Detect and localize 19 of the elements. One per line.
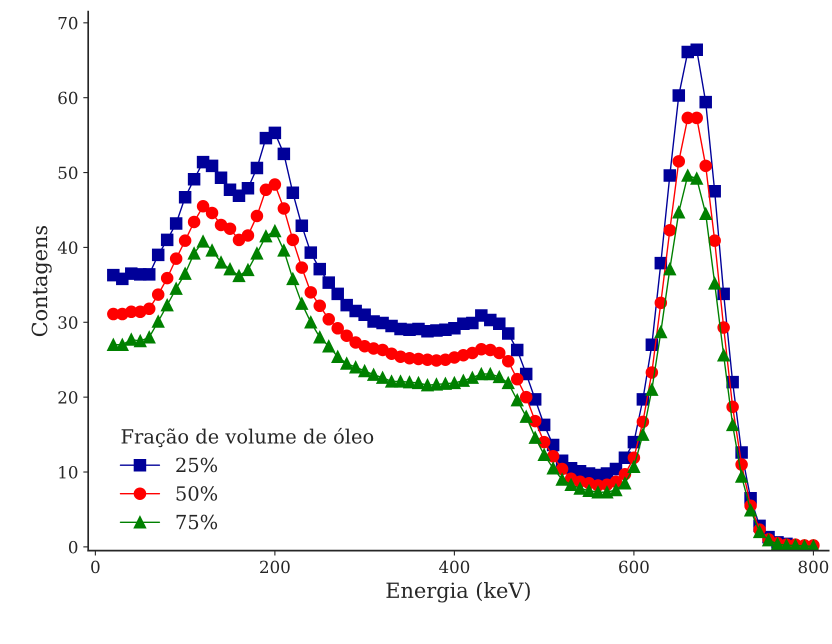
y-tick-label: 30	[58, 316, 78, 329]
legend-label: 50%	[176, 486, 218, 501]
x-tick-label: 600	[619, 560, 649, 574]
legend-title: Fração de volume de óleo	[122, 428, 374, 448]
x-tick-label: 0	[91, 560, 100, 574]
x-tick-label: 800	[798, 560, 828, 574]
y-tick-label: 50	[58, 166, 78, 180]
y-tick-label: 60	[58, 92, 78, 104]
y-tick-label: 10	[59, 466, 78, 479]
legend-label: 25%	[176, 458, 218, 472]
y-tick-label: 40	[58, 241, 78, 254]
y-tick-label: 0	[68, 540, 78, 554]
x-axis-title: Energia (keV)	[386, 582, 530, 602]
y-tick-label: 20	[58, 391, 78, 404]
y-tick-label: 70	[58, 16, 78, 30]
legend-label: 75%	[176, 514, 218, 530]
x-tick-label: 400	[439, 560, 470, 574]
y-axis-title: Contagens	[32, 226, 52, 336]
x-tick-label: 200	[260, 560, 290, 574]
